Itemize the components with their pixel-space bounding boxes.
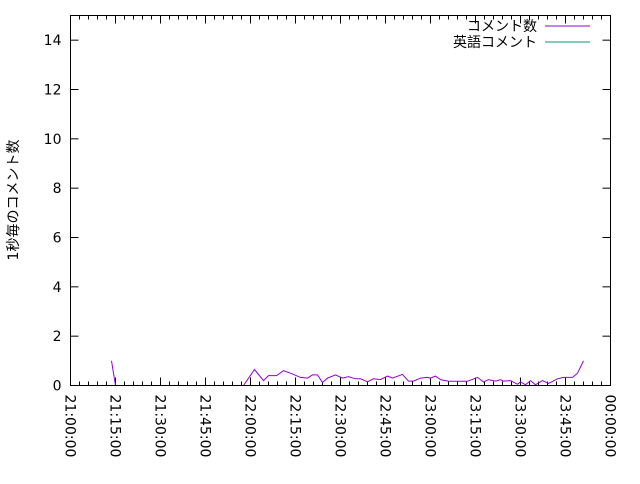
x-tick-labels: 21:00:00 21:15:00 21:30:00 21:45:00 22:00:00…	[62, 395, 618, 458]
plot-frame	[70, 15, 611, 386]
x-tick-label: 21:30:00	[152, 395, 168, 458]
x-tick-label: 22:00:00	[242, 395, 258, 458]
x-tick-label: 00:00:00	[602, 395, 618, 458]
y-tick-label: 6	[53, 231, 62, 247]
ticks	[70, 15, 611, 386]
x-tick-label: 23:15:00	[467, 395, 483, 458]
x-tick-label: 23:30:00	[512, 395, 528, 458]
x-tick-label: 21:00:00	[62, 395, 78, 458]
legend-label: コメント数	[467, 19, 537, 35]
y-tick-label: 4	[53, 280, 62, 296]
y-axis-label: 1秒毎のコメント数	[6, 140, 22, 261]
y-tick-label: 8	[53, 181, 62, 197]
x-tick-label: 21:45:00	[197, 395, 213, 458]
x-tick-label: 22:30:00	[332, 395, 348, 458]
y-tick-label: 10	[44, 132, 62, 148]
x-tick-label: 23:45:00	[557, 395, 573, 458]
y-tick-label: 12	[44, 83, 62, 99]
y-tick-label: 2	[53, 329, 62, 345]
series-lines	[111, 360, 584, 386]
y-tick-labels: 0 2 4 6 8 10 12 14	[44, 33, 62, 394]
series-line	[111, 360, 584, 386]
x-tick-label: 22:15:00	[287, 395, 303, 458]
legend-label: 英語コメント	[453, 34, 537, 51]
x-tick-label: 23:00:00	[422, 395, 438, 458]
x-tick-label: 22:45:00	[377, 395, 393, 458]
y-tick-label: 14	[44, 33, 62, 49]
y-tick-label: 0	[53, 379, 62, 395]
x-tick-label: 21:15:00	[107, 395, 123, 458]
